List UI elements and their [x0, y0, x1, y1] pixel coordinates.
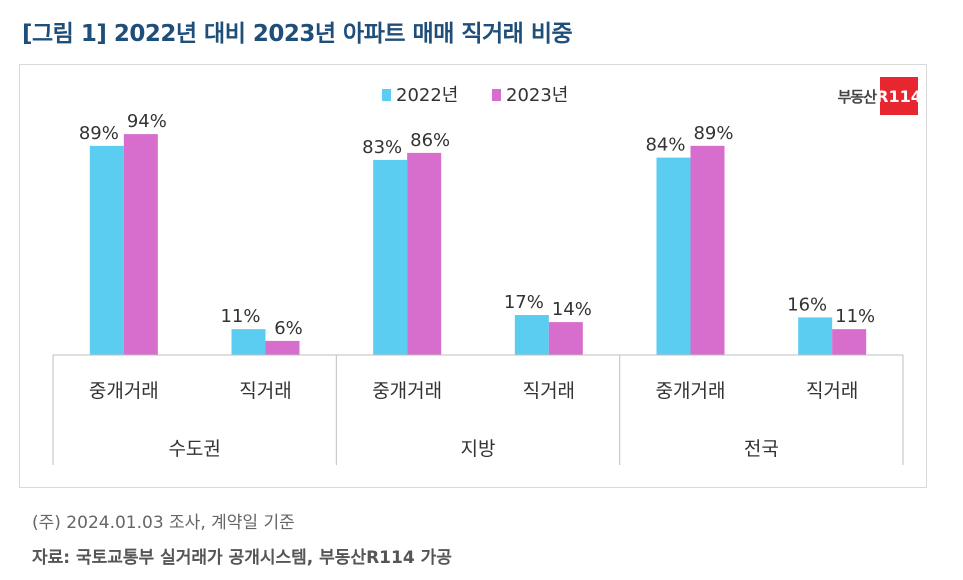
bar-2-4 [548, 322, 583, 355]
logo-badge: R114 [876, 77, 922, 115]
category-label-3: 중개거래 [372, 380, 442, 402]
group-label-1: 수도권 [168, 438, 220, 460]
group-label-3: 전국 [744, 438, 779, 460]
logo: 부동산 R114 [837, 77, 922, 115]
category-label-2: 직거래 [239, 380, 291, 402]
category-label-6: 직거래 [806, 380, 858, 402]
data-label-2-2: 6% [274, 318, 303, 339]
data-label-1-5: 84% [645, 135, 685, 156]
legend-swatch-2 [492, 89, 501, 101]
bar-2-5 [690, 145, 725, 355]
data-label-1-6: 16% [787, 294, 827, 315]
source-note: 자료: 국토교통부 실거래가 공개시스템, 부동산R114 가공 [32, 548, 452, 568]
data-label-1-4: 17% [504, 292, 544, 313]
bar-2-2 [265, 340, 300, 355]
legend-swatch-1 [382, 89, 391, 101]
logo-text: 부동산 [837, 87, 877, 106]
data-label-1-2: 11% [220, 306, 260, 327]
data-label-1-3: 83% [362, 137, 402, 158]
bar-2-6 [832, 329, 867, 355]
category-label-4: 직거래 [523, 380, 575, 402]
bar-1-1 [89, 145, 124, 355]
chart-container: 부동산 R114 2022년 2023년 89% 94% 중개거래 11% 6% 직거래 83%… [19, 64, 927, 488]
bar-1-6 [798, 317, 833, 355]
bar-1-3 [373, 159, 408, 355]
legend-label-1: 2022년 [396, 85, 458, 106]
bar-2-3 [407, 152, 442, 355]
data-label-2-6: 11% [835, 306, 875, 327]
bar-1-5 [656, 157, 691, 355]
data-label-2-4: 14% [552, 299, 592, 320]
data-label-1-1: 89% [79, 123, 119, 144]
bar-2-1 [123, 134, 158, 355]
group-label-2: 지방 [461, 438, 496, 460]
data-label-2-1: 94% [127, 111, 167, 132]
bar-1-2 [231, 329, 266, 355]
bar-1-4 [514, 315, 549, 355]
category-label-1: 중개거래 [89, 380, 159, 402]
legend-label-2: 2023년 [506, 85, 568, 106]
chart-title: [그림 1] 2022년 대비 2023년 아파트 매매 직거래 비중 [22, 21, 573, 47]
bar-chart: 2022년 2023년 89% 94% 중개거래 11% 6% 직거래 83% 86% 중개거래 17… [52, 85, 904, 465]
data-label-2-5: 89% [693, 123, 733, 144]
data-label-2-3: 86% [410, 130, 450, 151]
footnote: (주) 2024.01.03 조사, 계약일 기준 [32, 513, 295, 533]
category-label-5: 중개거래 [656, 380, 726, 402]
